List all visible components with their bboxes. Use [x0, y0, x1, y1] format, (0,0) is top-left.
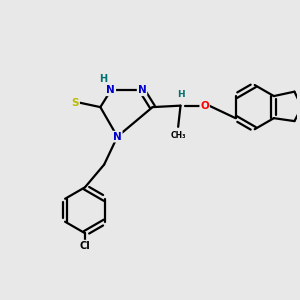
- Text: H: H: [177, 90, 184, 99]
- Text: H: H: [99, 74, 108, 83]
- Text: N: N: [138, 85, 146, 95]
- Text: O: O: [200, 100, 209, 111]
- Text: N: N: [113, 132, 122, 142]
- Text: Cl: Cl: [80, 241, 90, 250]
- Text: CH₃: CH₃: [170, 130, 186, 140]
- Text: S: S: [72, 98, 79, 108]
- Text: N: N: [106, 85, 115, 95]
